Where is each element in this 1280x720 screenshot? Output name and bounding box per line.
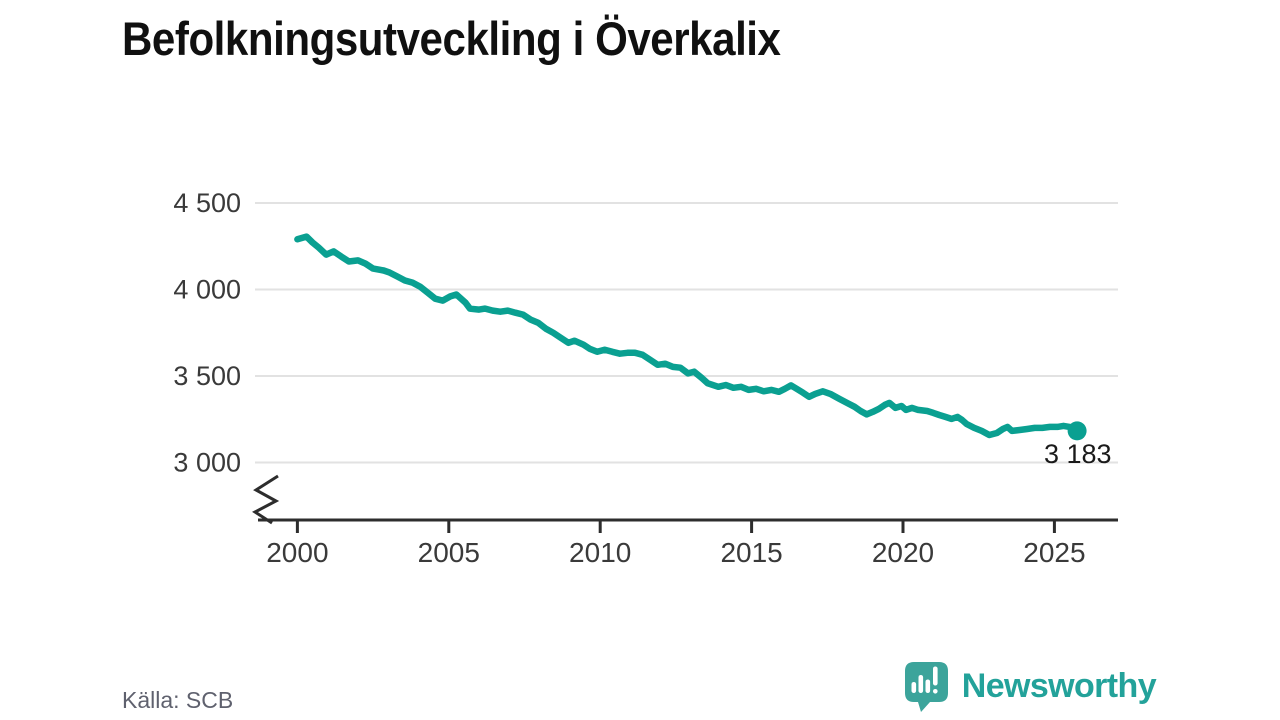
x-tick-label: 2000 — [266, 537, 328, 568]
x-tick-label: 2010 — [569, 537, 631, 568]
y-tick-label: 4 500 — [173, 188, 241, 218]
latest-value-point — [1067, 421, 1087, 441]
x-tick-label: 2025 — [1023, 537, 1085, 568]
newsworthy-logo-text: Newsworthy — [961, 667, 1157, 705]
x-axis-labels: 2000 2005 2010 2015 2020 2025 — [266, 537, 1085, 568]
y-axis-labels: 3 000 3 500 4 000 4 500 — [173, 188, 241, 478]
newsworthy-logo: Newsworthy — [903, 660, 1157, 712]
x-tick-label: 2015 — [720, 537, 782, 568]
y-tick-label: 4 000 — [173, 275, 241, 305]
y-tick-label: 3 500 — [173, 361, 241, 391]
x-tick-label: 2020 — [872, 537, 934, 568]
y-tick-label: 3 000 — [173, 448, 241, 478]
x-tick-label: 2005 — [418, 537, 480, 568]
latest-value-label: 3 183 — [1044, 439, 1112, 469]
gridlines — [255, 202, 1118, 464]
x-axis — [258, 518, 1118, 533]
newsworthy-speech-bubble-chart-icon — [904, 662, 948, 712]
population-line — [294, 233, 1081, 439]
axis-break-icon — [252, 474, 280, 525]
source-note: Källa: SCB — [122, 687, 234, 713]
population-line-chart: 3 000 3 500 4 000 4 500 2000 2005 2010 2015 202… — [173, 188, 1118, 568]
page-title: Befolkningsutveckling i Överkalix — [122, 12, 781, 65]
